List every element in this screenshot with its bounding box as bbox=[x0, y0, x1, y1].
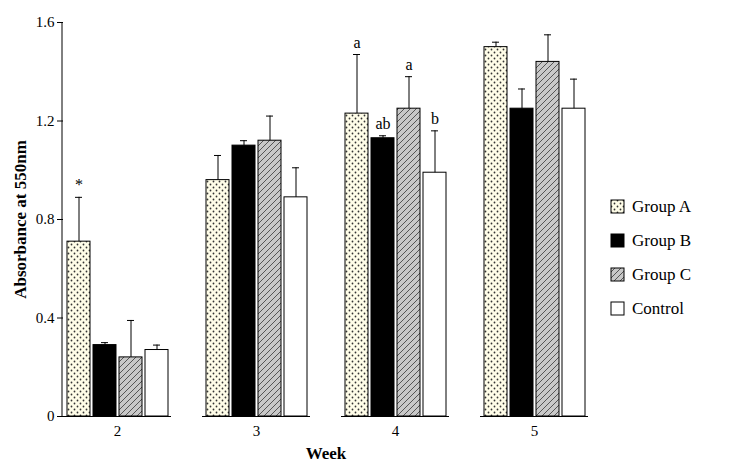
svg-text:5: 5 bbox=[531, 423, 539, 439]
svg-text:a: a bbox=[353, 34, 360, 51]
svg-text:4: 4 bbox=[392, 423, 400, 439]
svg-text:Week: Week bbox=[306, 444, 347, 463]
html-text:Group C: Group C bbox=[632, 265, 691, 284]
svg-text:Absorbance at 550nm: Absorbance at 550nm bbox=[11, 140, 30, 299]
html-text:Group B: Group B bbox=[632, 231, 691, 250]
svg-text:1.6: 1.6 bbox=[36, 14, 55, 30]
svg-text:0.8: 0.8 bbox=[36, 211, 55, 227]
html-text:Group A: Group A bbox=[632, 197, 691, 216]
svg-text:1.2: 1.2 bbox=[36, 113, 55, 129]
svg-text:0: 0 bbox=[47, 408, 55, 424]
svg-text:a: a bbox=[405, 56, 412, 73]
svg-text:3: 3 bbox=[253, 423, 261, 439]
html-text:Control: Control bbox=[632, 299, 684, 318]
svg-text:*: * bbox=[75, 176, 83, 193]
svg-text:b: b bbox=[431, 110, 439, 127]
svg-text:0.4: 0.4 bbox=[36, 310, 55, 326]
svg-text:ab: ab bbox=[375, 115, 390, 132]
svg-text:2: 2 bbox=[114, 423, 122, 439]
